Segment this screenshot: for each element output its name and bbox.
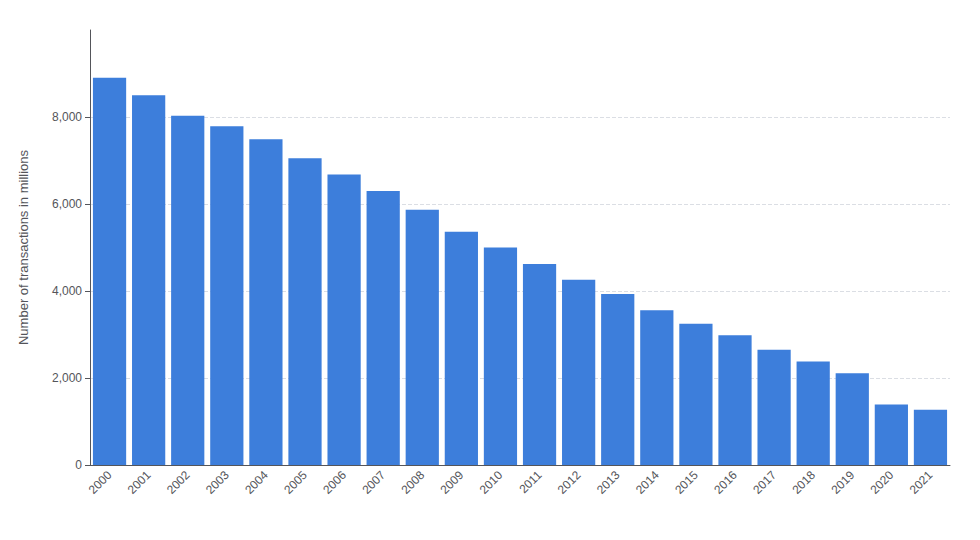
svg-text:2004: 2004 — [242, 468, 271, 497]
svg-text:8,000: 8,000 — [52, 110, 82, 124]
svg-text:2000: 2000 — [86, 468, 115, 497]
svg-text:2015: 2015 — [672, 468, 701, 497]
svg-text:2014: 2014 — [633, 468, 662, 497]
svg-text:2010: 2010 — [477, 468, 506, 497]
svg-text:6,000: 6,000 — [52, 197, 82, 211]
svg-text:2003: 2003 — [203, 468, 232, 497]
svg-text:2020: 2020 — [868, 468, 897, 497]
svg-text:2017: 2017 — [750, 468, 779, 497]
svg-text:2002: 2002 — [164, 468, 193, 497]
svg-text:2012: 2012 — [555, 468, 584, 497]
svg-text:2001: 2001 — [125, 468, 154, 497]
svg-text:2016: 2016 — [711, 468, 740, 497]
svg-text:2019: 2019 — [828, 468, 857, 497]
svg-text:2021: 2021 — [907, 468, 936, 497]
svg-text:0: 0 — [75, 458, 82, 472]
svg-text:2,000: 2,000 — [52, 371, 82, 385]
svg-text:2009: 2009 — [438, 468, 467, 497]
svg-text:2008: 2008 — [398, 468, 427, 497]
svg-text:2006: 2006 — [320, 468, 349, 497]
svg-text:2013: 2013 — [594, 468, 623, 497]
svg-text:Number of transactions in mill: Number of transactions in millions — [16, 149, 31, 345]
svg-text:4,000: 4,000 — [52, 284, 82, 298]
svg-text:2018: 2018 — [789, 468, 818, 497]
svg-text:2007: 2007 — [359, 468, 388, 497]
svg-text:2005: 2005 — [281, 468, 310, 497]
svg-text:2011: 2011 — [516, 468, 544, 496]
